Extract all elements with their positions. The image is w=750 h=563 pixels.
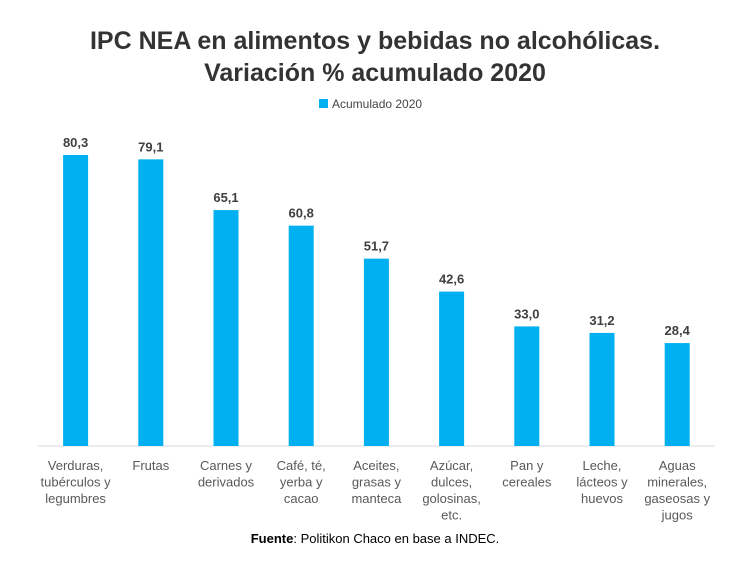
data-label: 31,2 <box>589 313 614 328</box>
x-tick-label: gaseosas y <box>644 491 710 506</box>
bar <box>514 326 540 446</box>
source-note: Fuente: Politikon Chaco en base a INDEC. <box>0 531 750 546</box>
x-tick-label: Café, té, <box>277 458 326 473</box>
x-tick-label: Azúcar, <box>430 458 473 473</box>
x-tick-label: legumbres <box>45 491 106 506</box>
x-tick-label: golosinas, <box>422 491 481 506</box>
x-tick-label: cereales <box>502 475 552 490</box>
x-tick-label: Leche, <box>582 458 621 473</box>
bar <box>138 159 164 446</box>
x-tick-label: huevos <box>581 491 623 506</box>
x-tick-label: Carnes y <box>200 458 253 473</box>
legend-swatch <box>319 99 328 108</box>
bar <box>363 258 389 446</box>
x-tick-label: Frutas <box>132 458 169 473</box>
data-label: 79,1 <box>138 139 163 154</box>
data-label: 60,8 <box>289 206 314 221</box>
x-tick-label: yerba y <box>280 475 323 490</box>
bar <box>664 343 690 446</box>
x-tick-label: Pan y <box>510 458 544 473</box>
bar <box>213 210 239 446</box>
bar <box>63 155 89 446</box>
bar <box>439 291 465 446</box>
data-label: 33,0 <box>514 306 539 321</box>
chart-subtitle: Variación % acumulado 2020 <box>204 59 546 87</box>
x-tick-label: jugos <box>661 508 694 523</box>
legend-label: Acumulado 2020 <box>332 97 422 111</box>
x-tick-label: cacao <box>284 491 319 506</box>
chart-title: IPC NEA en alimentos y bebidas no alcohó… <box>89 27 661 55</box>
source-text: : Politikon Chaco en base a INDEC. <box>293 531 500 546</box>
x-tick-label: minerales, <box>647 475 707 490</box>
x-tick-label: etc. <box>441 508 462 523</box>
source-label: Fuente <box>250 531 294 546</box>
data-label: 80,3 <box>63 135 88 150</box>
data-label: 28,4 <box>665 323 691 338</box>
data-label: 65,1 <box>213 190 238 205</box>
x-tick-label: Verduras, <box>48 458 104 473</box>
bar <box>288 225 314 446</box>
data-label: 42,6 <box>439 272 464 287</box>
x-tick-label: grasas y <box>352 475 402 490</box>
x-tick-label: dulces, <box>431 475 472 490</box>
data-label: 51,7 <box>364 239 389 254</box>
bar <box>589 332 615 446</box>
x-tick-label: Aguas <box>659 458 696 473</box>
x-tick-label: lácteos y <box>576 475 628 490</box>
x-tick-label: manteca <box>351 491 402 506</box>
x-tick-label: tubérculos y <box>41 475 112 490</box>
x-tick-label: derivados <box>198 475 255 490</box>
x-tick-label: Aceites, <box>353 458 399 473</box>
